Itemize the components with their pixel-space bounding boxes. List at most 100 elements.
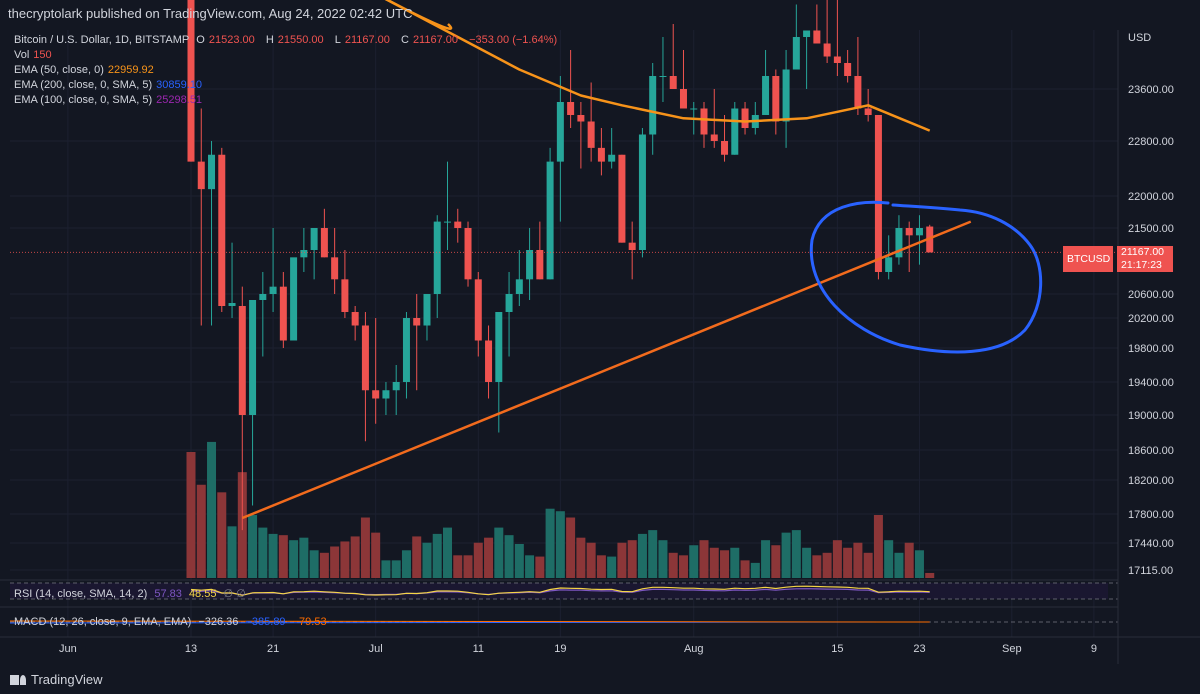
candle-body: [823, 43, 831, 57]
candle-body: [546, 161, 554, 280]
publisher-line: thecryptolark published on TradingView.c…: [8, 6, 413, 21]
rsi-ma-line: [190, 588, 930, 596]
candle-body: [649, 76, 657, 135]
volume-bar: [545, 508, 555, 578]
low-value: 21167.00: [344, 34, 390, 46]
volume-bar: [525, 555, 535, 578]
candle-body: [454, 221, 462, 228]
candle-body: [423, 294, 431, 326]
volume-bar: [340, 541, 350, 578]
candle-body: [259, 294, 267, 300]
volume-bar: [781, 532, 791, 578]
symbol-price-tag: BTCUSD: [1063, 246, 1113, 272]
candle-body: [320, 228, 328, 258]
candle-body: [238, 306, 246, 415]
candle-body: [874, 115, 882, 272]
candle-body: [464, 228, 472, 280]
volume-bar: [535, 556, 545, 578]
macd-signal-value: −385.89: [245, 616, 286, 628]
volume-bar: [648, 530, 658, 578]
rsi-extra: ∅ ∅: [223, 588, 246, 600]
rsi-value-1: 57.83: [154, 588, 182, 600]
time-tick-label: 19: [554, 643, 566, 655]
ema50-path: [384, 0, 931, 132]
price-tick-label: 18200.00: [1128, 475, 1174, 487]
volume-bar: [720, 550, 730, 578]
volume-bar: [730, 547, 740, 578]
last-price-tag: 21167.00 21:17:23: [1117, 246, 1173, 272]
volume-bar: [894, 552, 904, 578]
volume-bar: [207, 441, 217, 578]
candle-body: [844, 63, 852, 76]
volume-bar: [904, 542, 914, 578]
last-price: 21167.00: [1121, 246, 1165, 258]
candle-body: [556, 102, 564, 162]
support-trendline: [241, 220, 972, 520]
volume-bar: [422, 542, 432, 578]
volume-bar: [884, 540, 894, 578]
volume-bar: [637, 533, 647, 578]
volume-bar: [658, 540, 668, 578]
volume-bar: [186, 452, 196, 578]
ema50-line: [384, 0, 931, 132]
candle-body: [895, 228, 903, 258]
volume-bar: [617, 542, 627, 578]
candle-body: [854, 76, 862, 109]
volume-bar: [360, 517, 370, 578]
candle-body: [915, 228, 923, 236]
tradingview-icon: [10, 675, 26, 685]
rsi-pane: [0, 579, 1118, 600]
volume-bar: [401, 550, 411, 578]
volume-bar: [873, 515, 883, 578]
candle-body: [721, 141, 729, 155]
volume-bar: [709, 547, 719, 578]
candle-body: [351, 312, 359, 326]
volume-bars: [186, 441, 935, 578]
candle-body: [197, 161, 205, 190]
candle-body: [731, 108, 739, 155]
footer-bar: TradingView: [0, 664, 1200, 694]
time-tick-label: 9: [1091, 643, 1097, 655]
candle-body: [700, 108, 708, 135]
time-tick-label: Jun: [59, 643, 77, 655]
volume-bar: [473, 542, 483, 578]
price-tick-label: 22000.00: [1128, 191, 1174, 203]
price-tick-label: 17800.00: [1128, 509, 1174, 521]
candle-body: [495, 312, 503, 382]
volume-bar: [678, 555, 688, 578]
candle-body: [485, 340, 493, 382]
price-tick-label: 19400.00: [1128, 377, 1174, 389]
time-tick-label: Sep: [1002, 643, 1022, 655]
volume-bar: [514, 543, 524, 578]
volume-bar: [381, 560, 391, 578]
candle-body: [536, 250, 544, 280]
candle-body: [608, 154, 616, 162]
volume-bar: [258, 527, 268, 578]
candle-body: [864, 108, 872, 115]
tradingview-logo[interactable]: TradingView: [10, 672, 103, 687]
volume-bar: [791, 530, 801, 578]
volume-bar: [566, 517, 576, 578]
volume-bar: [391, 560, 401, 578]
volume-bar: [217, 492, 227, 578]
volume-bar: [914, 550, 924, 578]
volume-bar: [555, 511, 565, 578]
candle-body: [208, 154, 216, 190]
currency-label: USD: [1128, 32, 1151, 44]
volume-bar: [771, 545, 781, 578]
candle-body: [782, 69, 790, 122]
volume-bar: [576, 537, 586, 578]
candle-body: [331, 257, 339, 280]
volume-bar: [484, 537, 494, 578]
volume-bar: [699, 540, 709, 578]
macd-hist-value: −79.53: [292, 616, 327, 628]
price-tick-label: 21500.00: [1128, 223, 1174, 235]
price-tick-label: 18600.00: [1128, 445, 1174, 457]
time-tick-label: Aug: [684, 643, 704, 655]
volume-legend: Vol 150: [14, 49, 52, 61]
volume-bar: [319, 552, 329, 578]
volume-value: 150: [33, 49, 52, 61]
price-tick-label: 17115.00: [1128, 565, 1173, 577]
macd-legend: MACD (12, 26, close, 9, EMA, EMA) −326.3…: [14, 616, 327, 628]
